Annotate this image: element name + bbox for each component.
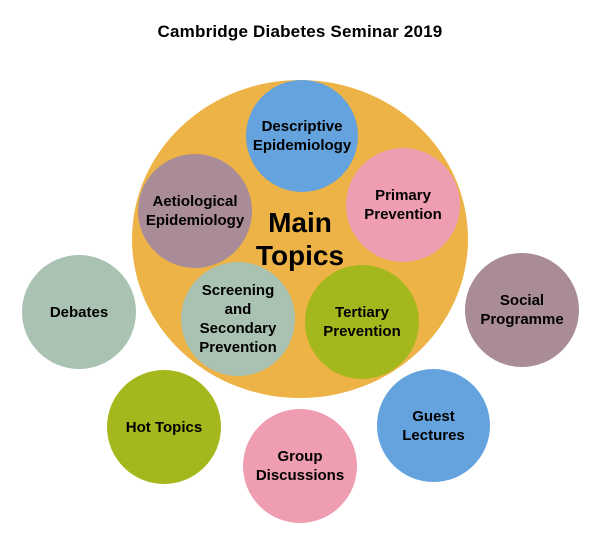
diagram-title: Cambridge Diabetes Seminar 2019 bbox=[157, 22, 443, 41]
topic-circle-descriptive-epidemiology: Descriptive Epidemiology bbox=[246, 80, 358, 192]
topic-circle-tertiary-prevention: Tertiary Prevention bbox=[305, 265, 419, 379]
topic-circle-primary-prevention: Primary Prevention bbox=[346, 148, 460, 262]
topic-circle-debates: Debates bbox=[22, 255, 136, 369]
topic-circle-social-programme: Social Programme bbox=[465, 253, 579, 367]
topic-label: Tertiary Prevention bbox=[323, 304, 401, 340]
main-topics-label: Main Topics bbox=[255, 207, 345, 271]
topic-label: Descriptive Epidemiology bbox=[252, 118, 352, 154]
topic-label: Guest Lectures bbox=[402, 407, 465, 444]
topic-circle-aetiological-epidemiology: Aetiological Epidemiology bbox=[138, 154, 252, 268]
topic-circle-hot-topics: Hot Topics bbox=[107, 370, 221, 484]
topic-label: Aetiological Epidemiology bbox=[145, 193, 245, 229]
topic-circle-group-discussions: Group Discussions bbox=[243, 409, 357, 523]
topic-label: Group Discussions bbox=[255, 448, 345, 484]
topic-label: Debates bbox=[49, 303, 109, 321]
topic-label: Primary Prevention bbox=[364, 187, 442, 223]
topic-circle-screening-secondary-prevention: Screening and Secondary Prevention bbox=[181, 262, 295, 376]
topic-label: Screening and Secondary Prevention bbox=[199, 282, 277, 356]
topic-label: Hot Topics bbox=[125, 418, 203, 436]
topic-circle-guest-lectures: Guest Lectures bbox=[377, 369, 490, 482]
topic-label: Social Programme bbox=[480, 292, 564, 328]
